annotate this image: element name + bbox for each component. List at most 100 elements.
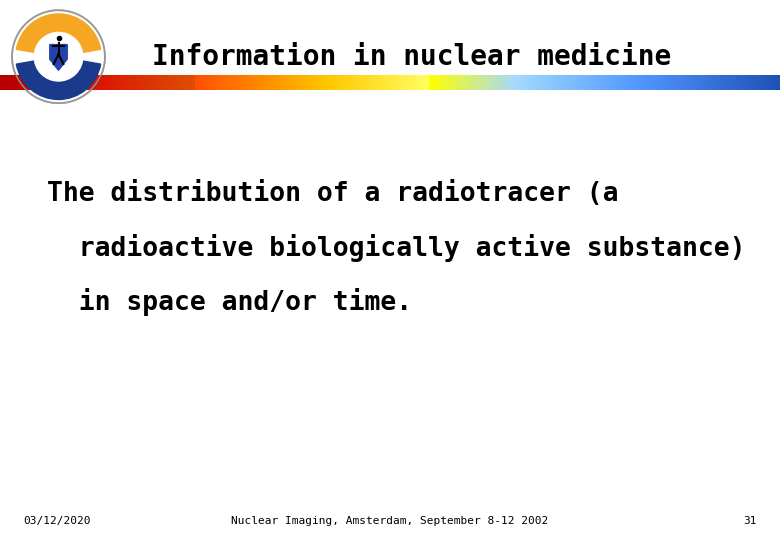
Bar (382, 75, 385, 90)
Bar (551, 75, 555, 90)
Bar (55, 75, 58, 90)
Bar (34, 75, 37, 90)
Bar (101, 75, 105, 90)
Bar (736, 75, 739, 90)
Bar (255, 75, 258, 90)
Bar (353, 75, 357, 90)
Bar (18, 75, 22, 90)
Bar (119, 75, 123, 90)
Bar (218, 75, 222, 90)
Bar (556, 75, 560, 90)
Bar (5, 75, 9, 90)
Bar (273, 75, 276, 90)
Bar (143, 75, 147, 90)
Bar (520, 75, 523, 90)
Bar (400, 75, 404, 90)
Bar (598, 75, 601, 90)
Bar (517, 75, 521, 90)
Bar (78, 75, 81, 90)
Bar (455, 75, 459, 90)
Bar (419, 75, 422, 90)
Bar (289, 75, 292, 90)
Bar (140, 75, 144, 90)
Bar (536, 75, 539, 90)
Bar (700, 75, 703, 90)
Bar (369, 75, 373, 90)
Bar (707, 75, 711, 90)
Bar (741, 75, 744, 90)
Bar (692, 75, 695, 90)
Text: 31: 31 (743, 516, 757, 526)
Bar (312, 75, 315, 90)
Bar (715, 75, 718, 90)
Bar (603, 75, 607, 90)
Bar (122, 75, 126, 90)
Bar (242, 75, 245, 90)
Bar (112, 75, 115, 90)
Bar (770, 75, 773, 90)
Bar (583, 75, 586, 90)
Bar (10, 75, 14, 90)
Bar (530, 75, 534, 90)
Bar (232, 75, 235, 90)
Bar (224, 75, 227, 90)
Bar (338, 75, 342, 90)
Bar (302, 75, 305, 90)
Bar (466, 75, 469, 90)
Bar (671, 75, 674, 90)
Bar (343, 75, 346, 90)
Bar (746, 75, 750, 90)
Circle shape (34, 32, 83, 81)
Bar (546, 75, 549, 90)
Bar (265, 75, 268, 90)
Bar (96, 75, 100, 90)
Bar (296, 75, 300, 90)
Bar (663, 75, 666, 90)
Bar (330, 75, 334, 90)
Bar (177, 75, 180, 90)
Bar (424, 75, 427, 90)
Bar (205, 75, 209, 90)
Bar (408, 75, 412, 90)
Bar (665, 75, 669, 90)
Bar (655, 75, 658, 90)
Bar (138, 75, 141, 90)
Bar (689, 75, 693, 90)
Bar (525, 75, 529, 90)
Bar (260, 75, 264, 90)
Bar (380, 75, 383, 90)
Bar (697, 75, 700, 90)
Bar (41, 75, 45, 90)
Bar (247, 75, 250, 90)
Bar (91, 75, 94, 90)
Bar (117, 75, 120, 90)
Bar (528, 75, 531, 90)
Bar (445, 75, 448, 90)
Bar (99, 75, 102, 90)
Bar (239, 75, 243, 90)
Bar (421, 75, 424, 90)
Bar (294, 75, 297, 90)
Bar (624, 75, 627, 90)
Bar (392, 75, 396, 90)
Bar (593, 75, 596, 90)
Bar (146, 75, 149, 90)
Bar (310, 75, 313, 90)
Bar (107, 75, 110, 90)
Bar (307, 75, 310, 90)
Bar (172, 75, 175, 90)
Bar (544, 75, 547, 90)
Bar (548, 75, 552, 90)
Bar (585, 75, 588, 90)
Bar (450, 75, 453, 90)
Bar (31, 75, 34, 90)
Bar (458, 75, 461, 90)
Bar (559, 75, 562, 90)
Bar (49, 75, 53, 90)
Bar (499, 75, 502, 90)
Bar (286, 75, 289, 90)
Bar (642, 75, 646, 90)
Bar (702, 75, 705, 90)
Bar (76, 75, 79, 90)
Bar (291, 75, 295, 90)
